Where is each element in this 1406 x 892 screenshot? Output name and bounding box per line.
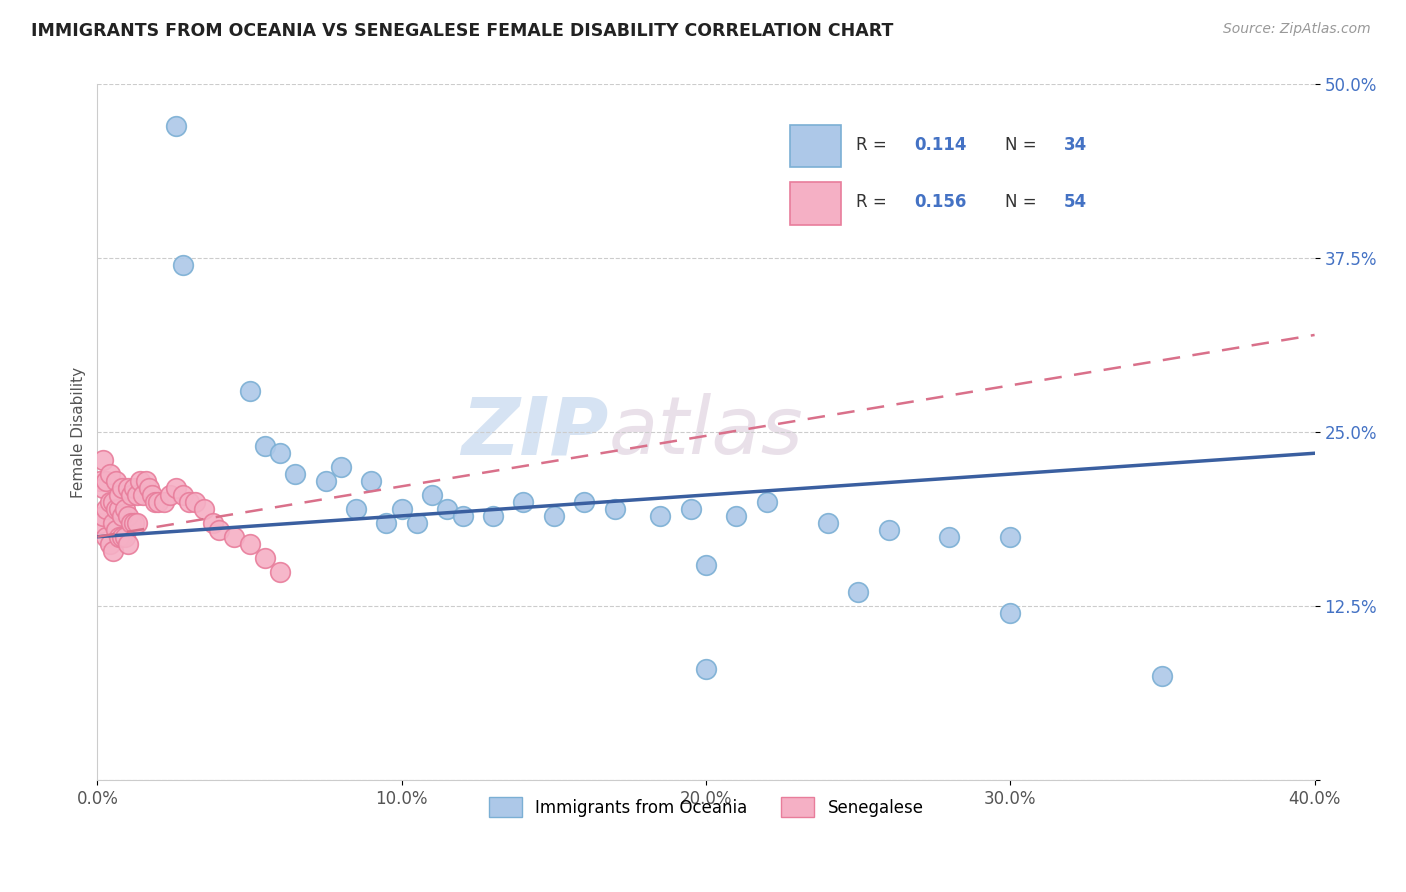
Point — [1000, 607, 1022, 621]
Point — [135, 474, 157, 488]
Point — [138, 481, 160, 495]
Point — [117, 481, 139, 495]
Point — [148, 495, 170, 509]
Point — [104, 474, 127, 488]
Point — [329, 460, 352, 475]
Point — [96, 530, 118, 544]
Point — [238, 384, 260, 398]
Text: Source: ZipAtlas.com: Source: ZipAtlas.com — [1223, 22, 1371, 37]
Point — [111, 530, 134, 544]
Point — [725, 508, 748, 523]
Point — [101, 495, 124, 509]
Point — [98, 537, 121, 551]
Point — [132, 488, 155, 502]
Point — [117, 508, 139, 523]
Point — [695, 558, 717, 572]
Point — [482, 508, 505, 523]
Point — [125, 516, 148, 530]
Point — [166, 481, 188, 495]
Point — [543, 508, 565, 523]
Point — [201, 516, 224, 530]
Point — [107, 502, 129, 516]
Point — [817, 516, 839, 530]
Point — [1152, 669, 1174, 683]
Point — [172, 488, 194, 502]
Legend: Immigrants from Oceania, Senegalese: Immigrants from Oceania, Senegalese — [482, 790, 931, 824]
Point — [125, 488, 148, 502]
Point — [603, 502, 626, 516]
Point — [650, 508, 672, 523]
Point — [679, 502, 702, 516]
Point — [360, 474, 382, 488]
Point — [114, 502, 136, 516]
Point — [405, 516, 427, 530]
Point — [114, 530, 136, 544]
Point — [224, 530, 246, 544]
Y-axis label: Female Disability: Female Disability — [72, 367, 86, 498]
Point — [315, 474, 337, 488]
Point — [104, 523, 127, 537]
Point — [141, 488, 163, 502]
Point — [143, 495, 166, 509]
Point — [420, 488, 443, 502]
Point — [122, 516, 145, 530]
Point — [344, 502, 367, 516]
Point — [284, 467, 307, 482]
Point — [208, 523, 231, 537]
Point — [574, 495, 596, 509]
Point — [93, 481, 115, 495]
Point — [938, 530, 960, 544]
Point — [89, 516, 111, 530]
Point — [120, 488, 142, 502]
Point — [107, 530, 129, 544]
Point — [96, 502, 118, 516]
Point — [93, 508, 115, 523]
Point — [96, 474, 118, 488]
Point — [253, 550, 276, 565]
Point — [111, 508, 134, 523]
Point — [269, 565, 291, 579]
Point — [436, 502, 458, 516]
Point — [153, 495, 176, 509]
Point — [695, 662, 717, 676]
Point — [755, 495, 778, 509]
Point — [111, 481, 134, 495]
Point — [166, 119, 188, 133]
Point — [101, 543, 124, 558]
Point — [177, 495, 200, 509]
Point — [172, 258, 194, 272]
Point — [269, 446, 291, 460]
Point — [120, 516, 142, 530]
Point — [101, 516, 124, 530]
Point — [98, 467, 121, 482]
Point — [391, 502, 413, 516]
Point — [129, 474, 152, 488]
Point — [238, 537, 260, 551]
Point — [375, 516, 398, 530]
Point — [512, 495, 534, 509]
Point — [193, 502, 215, 516]
Point — [253, 439, 276, 453]
Point — [183, 495, 205, 509]
Point — [104, 502, 127, 516]
Point — [117, 537, 139, 551]
Point — [159, 488, 181, 502]
Text: ZIP: ZIP — [461, 393, 609, 471]
Text: atlas: atlas — [609, 393, 803, 471]
Point — [451, 508, 474, 523]
Point — [846, 585, 869, 599]
Point — [1000, 530, 1022, 544]
Text: IMMIGRANTS FROM OCEANIA VS SENEGALESE FEMALE DISABILITY CORRELATION CHART: IMMIGRANTS FROM OCEANIA VS SENEGALESE FE… — [31, 22, 893, 40]
Point — [877, 523, 900, 537]
Point — [89, 474, 111, 488]
Point — [122, 481, 145, 495]
Point — [98, 495, 121, 509]
Point — [107, 488, 129, 502]
Point — [93, 453, 115, 467]
